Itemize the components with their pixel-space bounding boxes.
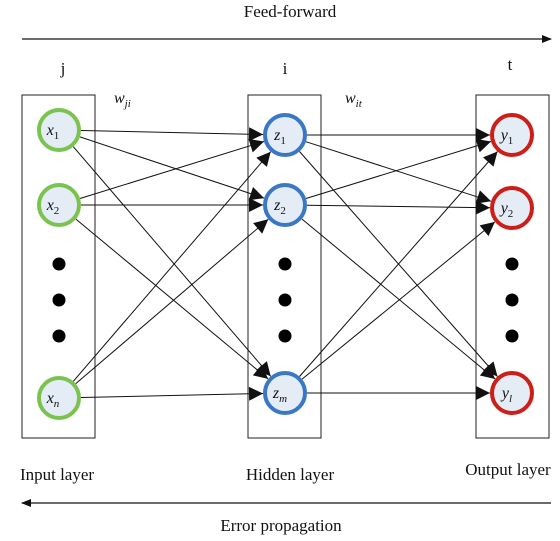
output-node-2: y2 xyxy=(490,186,534,230)
output-node-1: y1 xyxy=(490,113,534,157)
hidden-node-1: z1 xyxy=(263,113,307,157)
hidden-layer-label: Hidden layer xyxy=(246,465,335,484)
input-node-2-label: x2 xyxy=(46,197,60,217)
hidden-node-m-label: zm xyxy=(272,385,287,405)
output-layer-label: Output layer xyxy=(465,460,551,479)
hidden-output-edge-2-2 xyxy=(306,200,491,215)
feed-forward-label: Feed-forward xyxy=(244,2,337,21)
ellipsis-dot xyxy=(505,329,519,343)
input-hidden-edge-3-3 xyxy=(80,386,264,401)
ellipsis-dot xyxy=(52,293,66,307)
input-hidden-edge-1-1 xyxy=(80,127,264,142)
ellipsis-dot xyxy=(278,257,292,271)
output-node-1-ring xyxy=(490,113,534,157)
hidden-node-m: zm xyxy=(263,371,307,415)
ellipsis-dot xyxy=(278,293,292,307)
input-node-n: xn xyxy=(37,376,81,420)
hidden-layer-box xyxy=(247,94,322,439)
hidden-output-edge-3-2 xyxy=(301,221,496,380)
ellipsis-dot xyxy=(505,293,519,307)
output-node-2-label: y2 xyxy=(499,200,514,220)
hidden-node-1-ring xyxy=(263,113,307,157)
output-node-l-label: yl xyxy=(500,385,512,405)
input-hidden-edge-2-1 xyxy=(79,138,265,199)
output-node-1-label: y1 xyxy=(499,127,514,147)
hidden-ellipsis-dots xyxy=(278,257,292,343)
output-layer-box xyxy=(475,94,550,439)
output-ellipsis-dots xyxy=(505,257,519,343)
input-node-n-ring xyxy=(37,376,81,420)
ellipsis-dot xyxy=(52,329,66,343)
input-hidden-edge-3-1 xyxy=(72,151,272,382)
weight-label-wji: wji xyxy=(114,90,131,110)
hidden-output-edge-3-1 xyxy=(299,151,498,377)
layer-index-t: t xyxy=(508,55,513,74)
hidden-output-edge-2-1 xyxy=(305,138,492,199)
hidden-node-2-label: z2 xyxy=(273,197,286,217)
input-node-2-ring xyxy=(37,183,81,227)
hidden-node-1-label: z1 xyxy=(273,127,286,147)
ellipsis-dot xyxy=(52,257,66,271)
hidden-node-m-ring xyxy=(263,371,307,415)
layer-index-i: i xyxy=(283,59,288,78)
input-node-1: x1 xyxy=(37,108,81,152)
weight-label-wit: wit xyxy=(345,90,363,110)
input-hidden-edge-1-2 xyxy=(79,136,265,201)
input-ellipsis-dots xyxy=(52,257,66,343)
input-hidden-edge-2-3 xyxy=(75,218,269,380)
ellipsis-dot xyxy=(505,257,519,271)
hidden-output-edge-1-2 xyxy=(305,141,492,204)
connections xyxy=(72,127,498,401)
layer-index-j: j xyxy=(60,59,66,78)
input-node-1-label: x1 xyxy=(46,122,60,142)
input-layer-box xyxy=(21,94,96,439)
input-node-1-ring xyxy=(37,108,81,152)
hidden-output-edge-2-3 xyxy=(301,218,496,380)
input-node-n-label: xn xyxy=(46,390,60,410)
input-hidden-edge-1-3 xyxy=(72,146,272,377)
input-node-2: x2 xyxy=(37,183,81,227)
input-hidden-edge-3-2 xyxy=(75,218,269,385)
output-node-l: yl xyxy=(490,371,534,415)
hidden-node-2: z2 xyxy=(263,183,307,227)
hidden-node-2-ring xyxy=(263,183,307,227)
ellipsis-dot xyxy=(278,329,292,343)
input-layer-label: Input layer xyxy=(20,465,94,484)
output-node-l-ring xyxy=(490,371,534,415)
output-node-2-ring xyxy=(490,186,534,230)
error-propagation-label: Error propagation xyxy=(220,516,342,535)
